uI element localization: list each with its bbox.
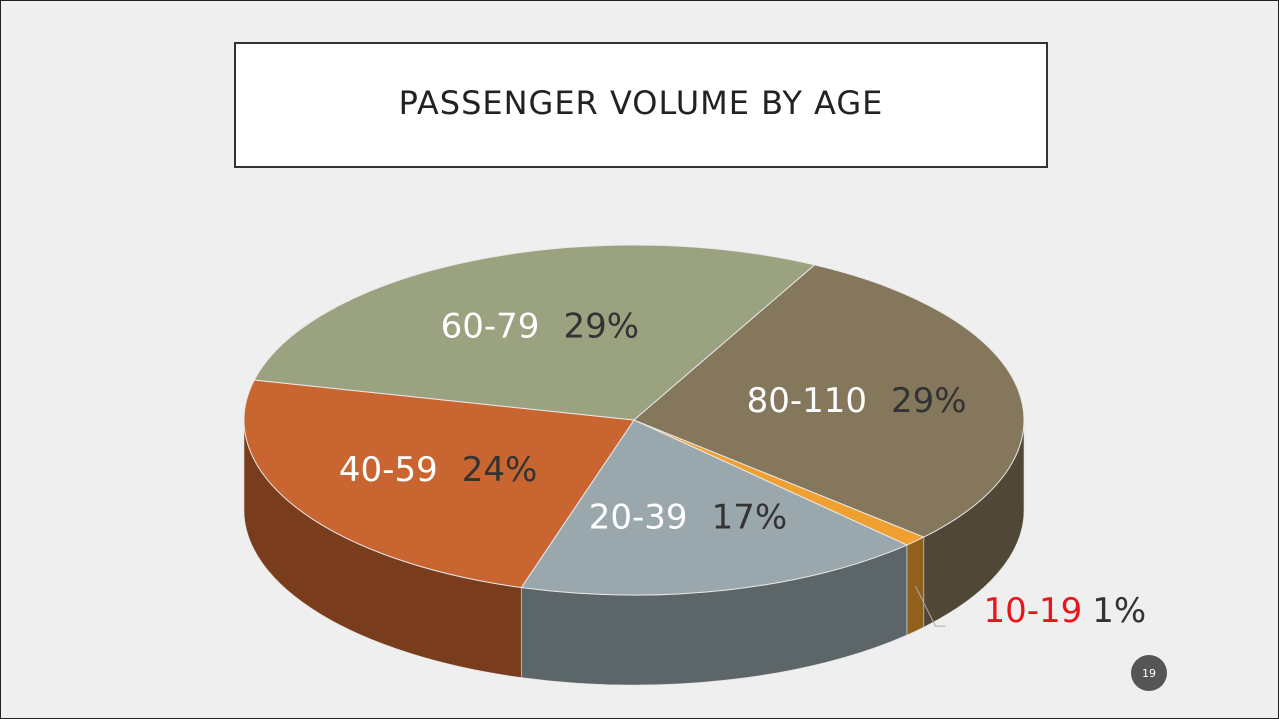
value-label: 29% [891,381,967,421]
slice [633,264,1025,538]
page-number-badge [1131,655,1167,691]
category-label: 10-19 [983,591,1082,631]
title-box [234,42,1048,168]
data-label: 10-19 1% [983,591,1146,631]
slice [520,419,909,596]
value-label: 24% [462,449,538,489]
value-label: 29% [563,306,639,346]
leader-line [915,585,946,627]
page-number: 19 [1142,667,1156,680]
category-label: 60-79 [441,306,540,346]
category-label: 80-110 [747,381,867,421]
slice [243,379,635,589]
pie: 10-19 1% 20-39 17% 40-59 24% 60-79 29% 80-110 29% [243,244,1146,686]
slice-side [906,536,925,636]
value-label: 1% [1092,591,1146,631]
category-label: 40-59 [339,449,438,489]
category-label: 20-39 [589,497,688,537]
data-label: 60-79 29% [441,306,639,346]
data-label: 20-39 17% [589,497,787,537]
data-label: 40-59 24% [339,449,537,489]
slice [253,244,816,421]
data-label: 80-110 29% [747,381,967,421]
value-label: 17% [712,497,788,537]
chart-title: PASSENGER VOLUME BY AGE [399,84,884,122]
